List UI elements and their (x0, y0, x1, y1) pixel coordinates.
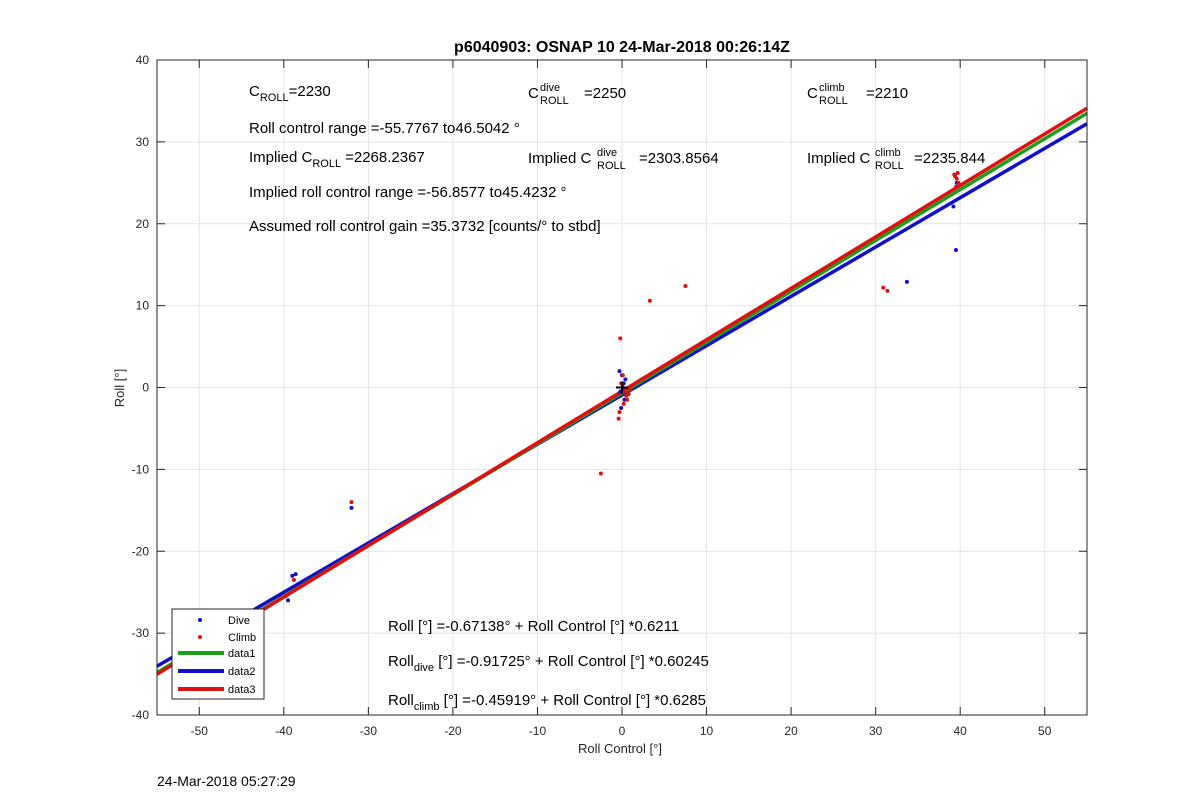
y-tick-label: 20 (136, 217, 150, 231)
annotation-implied-c-roll-climb-value: =2235.844 (914, 150, 985, 167)
point-climb (683, 283, 688, 288)
point-dive (951, 204, 956, 209)
annotation-implied-c-roll-climb: Implied C (807, 150, 871, 167)
x-tick-label: -20 (444, 724, 462, 738)
point-climb (881, 285, 886, 290)
point-dive (953, 247, 958, 252)
point-climb (598, 471, 603, 476)
annotation-c-roll-dive-sub: ROLL (540, 95, 569, 107)
annotation-c-roll-climb: C (807, 85, 818, 102)
point-climb (885, 288, 890, 293)
y-tick-label: -10 (132, 462, 150, 476)
y-tick-label: 30 (136, 135, 150, 149)
point-dive (290, 573, 295, 578)
point-climb (628, 387, 633, 392)
y-tick-label: 10 (136, 299, 150, 313)
annotation-implied-c-roll-dive-sup: dive (597, 147, 617, 159)
point-climb (647, 298, 652, 303)
point-dive (349, 505, 354, 510)
annotation-implied-c-roll-dive: Implied C (528, 150, 592, 167)
x-tick-label: 30 (869, 724, 883, 738)
point-climb (956, 180, 961, 185)
annotation-roll-control-range: Roll control range =-55.7767 to46.5042 ° (249, 120, 520, 137)
y-tick-label: -40 (132, 708, 150, 722)
legend-dive-marker (198, 618, 202, 622)
legend-climb-marker (198, 635, 202, 639)
annotation-c-roll: CROLL=2230 (249, 83, 331, 104)
y-tick-label: -30 (132, 626, 150, 640)
point-climb (626, 392, 631, 397)
annotation-c-roll-dive-sup: dive (540, 82, 560, 94)
annotation-c-roll-dive: C (528, 85, 539, 102)
point-climb (953, 174, 958, 179)
x-tick-label: 20 (784, 724, 798, 738)
point-climb (283, 594, 288, 599)
y-axis-label: Roll [°] (112, 369, 127, 407)
chart-title: p6040903: OSNAP 10 24-Mar-2018 00:26:14Z (454, 39, 790, 56)
point-climb (291, 577, 296, 582)
x-tick-label: -30 (360, 724, 378, 738)
legend-data1-label: data1 (228, 648, 256, 660)
point-dive (904, 279, 909, 284)
point-dive (619, 405, 624, 410)
point-climb (953, 184, 958, 189)
annotation-implied-c-roll-dive-sub: ROLL (597, 160, 626, 172)
x-axis-label: Roll Control [°] (578, 741, 662, 756)
legend: Dive Climb data1 data2 data3 (171, 608, 265, 700)
legend-climb-label: Climb (228, 632, 256, 644)
point-climb (620, 373, 625, 378)
point-climb (616, 416, 621, 421)
x-tick-label: 0 (619, 724, 626, 738)
x-tick-label: 50 (1038, 724, 1052, 738)
y-tick-label: -20 (132, 544, 150, 558)
legend-data3-label: data3 (228, 684, 256, 696)
legend-dive-label: Dive (228, 615, 250, 627)
y-tick-label: 40 (136, 53, 150, 67)
point-climb (617, 410, 622, 415)
annotation-fit-dive: Rolldive [°] =-0.91725° + Roll Control [… (388, 653, 709, 674)
annotation-fit-all: Roll [°] =-0.67138° + Roll Control [°] *… (388, 618, 679, 635)
annotation-c-roll-climb-sub: ROLL (819, 95, 848, 107)
annotation-fit-climb: Rollclimb [°] =-0.45919° + Roll Control … (388, 692, 706, 713)
annotation-implied-c-roll-climb-sub: ROLL (875, 160, 904, 172)
annotation-c-roll-climb-sup: climb (819, 82, 845, 94)
point-dive (617, 369, 622, 374)
timestamp: 24-Mar-2018 05:27:29 (157, 773, 296, 789)
annotation-c-roll-climb-value: =2210 (866, 85, 908, 102)
x-tick-label: -50 (191, 724, 209, 738)
x-tick-label: -40 (275, 724, 293, 738)
point-climb (622, 389, 627, 394)
chart-marks (156, 106, 1088, 676)
annotation-implied-roll-range: Implied roll control range =-56.8577 to4… (249, 184, 566, 201)
point-dive (293, 572, 298, 577)
x-tick-label: -10 (529, 724, 547, 738)
point-climb (955, 170, 960, 175)
annotation-c-roll-dive-value: =2250 (584, 85, 626, 102)
annotation-gain: Assumed roll control gain =35.3732 [coun… (249, 218, 601, 235)
point-dive (623, 377, 628, 382)
y-tick-label: 0 (142, 381, 149, 395)
x-tick-label: 40 (954, 724, 968, 738)
point-dive (286, 598, 291, 603)
point-climb (625, 397, 630, 402)
point-climb (621, 401, 626, 406)
annotation-implied-c-roll-dive-value: =2303.8564 (639, 150, 719, 167)
point-climb (349, 500, 354, 505)
x-tick-label: 10 (700, 724, 714, 738)
annotation-implied-c-roll: Implied CROLL =2268.2367 (249, 149, 425, 170)
legend-data2-label: data2 (228, 666, 256, 678)
axis-ticks: -50 -40 -30 -20 -10 0 10 20 30 40 50 -40 -30 -20 -10 0 1… (132, 53, 1087, 738)
point-climb (618, 336, 623, 341)
annotation-implied-c-roll-climb-sup: climb (875, 147, 901, 159)
